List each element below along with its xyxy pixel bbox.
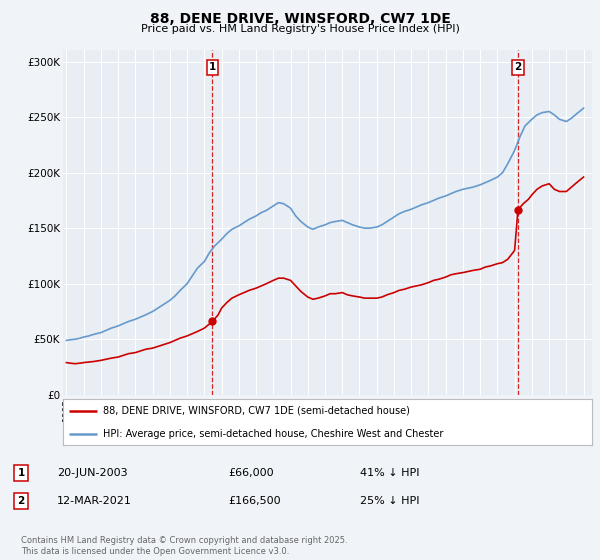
- Text: 2: 2: [514, 63, 521, 72]
- Text: Contains HM Land Registry data © Crown copyright and database right 2025.
This d: Contains HM Land Registry data © Crown c…: [21, 536, 347, 556]
- Text: 2: 2: [17, 496, 25, 506]
- Text: 12-MAR-2021: 12-MAR-2021: [57, 496, 132, 506]
- Text: 1: 1: [17, 468, 25, 478]
- Text: 1: 1: [209, 63, 216, 72]
- Text: 20-JUN-2003: 20-JUN-2003: [57, 468, 128, 478]
- Text: £66,000: £66,000: [228, 468, 274, 478]
- Text: 88, DENE DRIVE, WINSFORD, CW7 1DE (semi-detached house): 88, DENE DRIVE, WINSFORD, CW7 1DE (semi-…: [103, 406, 410, 416]
- Text: £166,500: £166,500: [228, 496, 281, 506]
- Text: 25% ↓ HPI: 25% ↓ HPI: [360, 496, 419, 506]
- Text: Price paid vs. HM Land Registry's House Price Index (HPI): Price paid vs. HM Land Registry's House …: [140, 24, 460, 34]
- Text: HPI: Average price, semi-detached house, Cheshire West and Chester: HPI: Average price, semi-detached house,…: [103, 429, 443, 438]
- Text: 41% ↓ HPI: 41% ↓ HPI: [360, 468, 419, 478]
- Text: 88, DENE DRIVE, WINSFORD, CW7 1DE: 88, DENE DRIVE, WINSFORD, CW7 1DE: [149, 12, 451, 26]
